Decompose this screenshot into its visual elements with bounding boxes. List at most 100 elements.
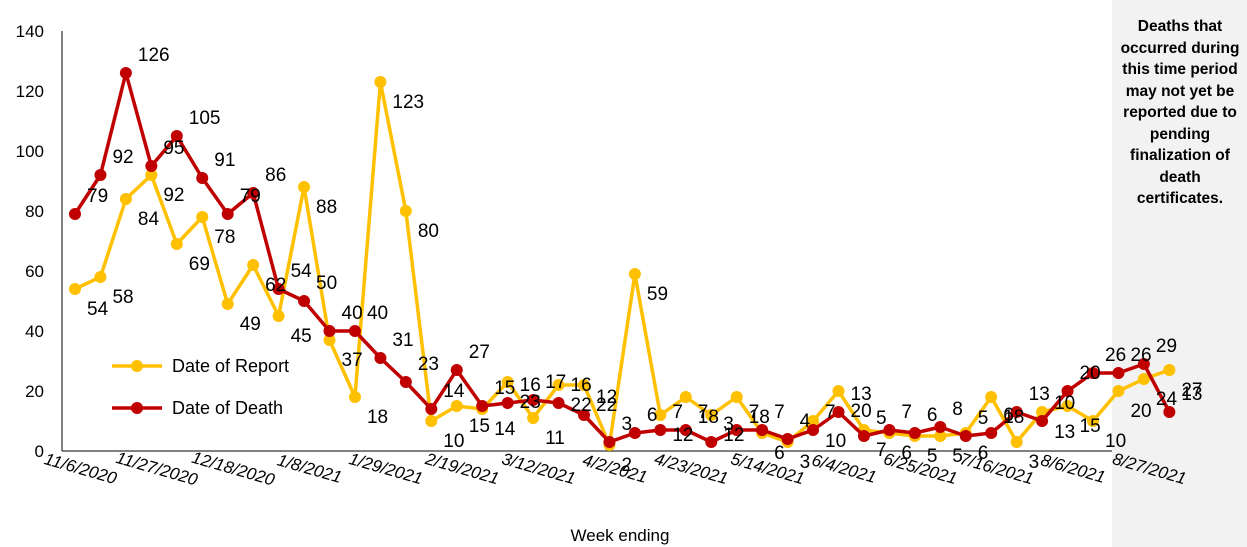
data-label: 58 (112, 287, 133, 308)
data-point (69, 283, 81, 295)
data-point (934, 430, 947, 442)
data-label: 59 (647, 284, 668, 305)
data-label: 13 (1029, 384, 1050, 405)
data-point (1061, 400, 1074, 412)
data-point (501, 397, 514, 409)
data-point (145, 160, 158, 172)
data-label: 3 (621, 414, 632, 435)
data-point (298, 295, 311, 307)
data-label: 15 (494, 378, 515, 399)
data-point (1112, 367, 1125, 379)
data-point (450, 400, 463, 412)
data-point (705, 436, 718, 448)
data-point (807, 415, 820, 427)
data-point (170, 238, 183, 250)
y-tick-label: 40 (25, 322, 44, 341)
data-label: 10 (443, 431, 464, 452)
data-point (959, 430, 972, 442)
data-label: 20 (851, 401, 872, 422)
x-tick-label: 4/2/2021 (581, 450, 650, 487)
data-label: 10 (1054, 393, 1075, 414)
data-label: 79 (87, 186, 108, 207)
data-label: 5 (978, 408, 989, 429)
data-label: 23 (520, 392, 541, 413)
data-label: 10 (825, 431, 846, 452)
data-label: 17 (545, 372, 566, 393)
data-label: 37 (342, 350, 363, 371)
data-label: 23 (418, 354, 439, 375)
data-label: 40 (342, 303, 363, 324)
y-tick-label: 80 (25, 202, 44, 221)
data-point (348, 325, 361, 337)
incomplete-data-note: Deaths that occurred during this time pe… (1120, 18, 1240, 207)
data-label: 5 (876, 408, 887, 429)
data-point (1036, 415, 1049, 427)
data-label: 88 (316, 197, 337, 218)
data-point (221, 298, 234, 310)
y-tick-label: 20 (25, 382, 44, 401)
data-label: 7 (749, 402, 760, 423)
data-point (578, 409, 590, 421)
data-label: 15 (469, 416, 490, 437)
data-label: 80 (418, 221, 439, 242)
data-point (69, 208, 81, 220)
data-label: 18 (1003, 407, 1024, 428)
data-point (527, 412, 540, 424)
data-label: 45 (291, 326, 312, 347)
x-tick-label: 6/4/2021 (810, 450, 879, 487)
data-label: 12 (596, 387, 617, 408)
data-point (578, 379, 590, 391)
data-point (832, 406, 845, 418)
data-label: 13 (1054, 422, 1075, 443)
data-label: 6 (647, 405, 658, 426)
legend-swatch-marker (131, 360, 143, 372)
data-point (425, 415, 438, 427)
data-point (272, 310, 285, 322)
data-label: 27 (1181, 380, 1202, 401)
data-label: 7 (876, 440, 887, 461)
legend-label: Date of Report (172, 356, 289, 376)
data-point (119, 67, 132, 79)
data-label: 84 (138, 209, 160, 230)
y-tick-label: 100 (16, 142, 44, 161)
x-axis-title: Week ending (571, 526, 670, 545)
data-label: 105 (189, 108, 221, 129)
data-point (1163, 364, 1176, 376)
data-point (1010, 436, 1023, 448)
x-tick-label: 8/6/2021 (1039, 450, 1108, 487)
x-tick-label: 11/27/2020 (114, 448, 200, 490)
x-tick-label: 1/8/2021 (275, 450, 344, 487)
x-tick-label: 8/27/2021 (1110, 449, 1188, 488)
data-point (94, 169, 107, 181)
data-point (908, 427, 921, 439)
data-label: 26 (1105, 345, 1126, 366)
data-point (857, 430, 870, 442)
data-point (628, 427, 641, 439)
data-label: 11 (545, 428, 565, 449)
data-label: 95 (163, 138, 184, 159)
x-tick-label: 6/25/2021 (881, 449, 959, 488)
x-tick-label: 3/12/2021 (500, 449, 578, 488)
data-point (374, 352, 387, 364)
data-point (298, 181, 311, 193)
data-label: 6 (978, 443, 989, 464)
data-label: 79 (240, 186, 261, 207)
data-label: 7 (698, 402, 709, 423)
data-label: 3 (723, 414, 734, 435)
data-label: 3 (1029, 452, 1040, 473)
data-label: 6 (901, 443, 912, 464)
data-point (247, 259, 260, 271)
data-point (399, 376, 412, 388)
y-tick-label: 60 (25, 262, 44, 281)
x-tick-label: 1/29/2021 (347, 449, 425, 488)
x-tick-label: 7/16/2021 (958, 449, 1036, 488)
data-point (730, 391, 743, 403)
data-point (323, 334, 336, 346)
data-point (374, 76, 387, 88)
data-point (781, 433, 794, 445)
data-label: 18 (367, 407, 388, 428)
data-label: 49 (240, 314, 261, 335)
data-label: 12 (672, 425, 693, 446)
data-label: 20 (1130, 401, 1151, 422)
